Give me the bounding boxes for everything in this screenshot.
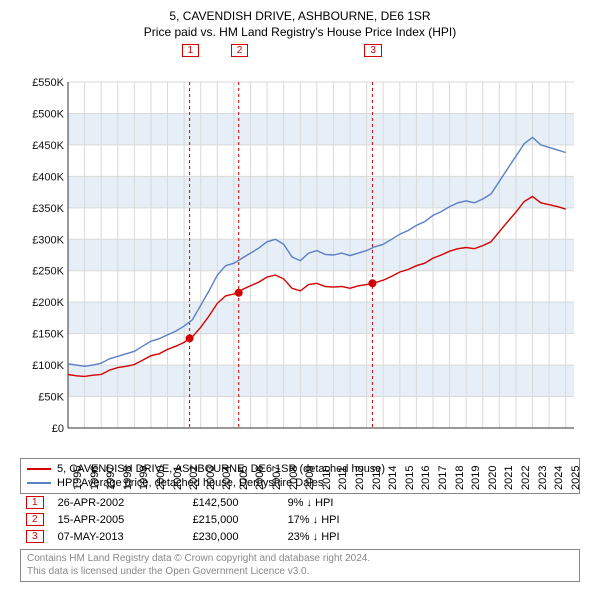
sale-price: £230,000 xyxy=(193,531,288,543)
svg-text:£200K: £200K xyxy=(32,298,64,310)
svg-text:£350K: £350K xyxy=(32,203,64,215)
svg-text:£500K: £500K xyxy=(32,109,64,121)
sale-badge: 2 xyxy=(26,513,44,526)
title-line2: Price paid vs. HM Land Registry's House … xyxy=(10,24,590,40)
svg-text:£0: £0 xyxy=(52,423,64,435)
sale-marker-3: 3 xyxy=(364,44,382,57)
sale-row: 2 15-APR-2005 £215,000 17% ↓ HPI xyxy=(20,511,580,528)
footer-line2: This data is licensed under the Open Gov… xyxy=(27,566,573,579)
svg-text:£250K: £250K xyxy=(32,266,64,278)
sales-table: 1 26-APR-2002 £142,500 9% ↓ HPI 2 15-APR… xyxy=(10,494,590,545)
chart-title: 5, CAVENDISH DRIVE, ASHBOURNE, DE6 1SR P… xyxy=(10,8,590,40)
svg-text:£400K: £400K xyxy=(32,172,64,184)
sale-date: 15-APR-2005 xyxy=(58,514,193,526)
sale-delta: 23% ↓ HPI xyxy=(288,531,340,543)
svg-text:£100K: £100K xyxy=(32,360,64,372)
sale-marker-2: 2 xyxy=(231,44,249,57)
sale-row: 1 26-APR-2002 £142,500 9% ↓ HPI xyxy=(20,494,580,511)
svg-text:£150K: £150K xyxy=(32,329,64,341)
footer-note: Contains HM Land Registry data © Crown c… xyxy=(20,549,580,582)
sale-delta: 9% ↓ HPI xyxy=(288,497,334,509)
title-line1: 5, CAVENDISH DRIVE, ASHBOURNE, DE6 1SR xyxy=(10,8,590,24)
sale-delta: 17% ↓ HPI xyxy=(288,514,340,526)
line-chart: £0 £50K £100K £150K £200K £250K £300K £350K £400… xyxy=(20,44,580,454)
svg-text:£450K: £450K xyxy=(32,140,64,152)
sale-marker-1: 1 xyxy=(182,44,200,57)
svg-text:£550K: £550K xyxy=(32,77,64,89)
sale-price: £215,000 xyxy=(193,514,288,526)
sale-row: 3 07-MAY-2013 £230,000 23% ↓ HPI xyxy=(20,528,580,545)
sale-date: 26-APR-2002 xyxy=(58,497,193,509)
svg-text:£300K: £300K xyxy=(32,235,64,247)
sale-price: £142,500 xyxy=(193,497,288,509)
sale-badge: 3 xyxy=(26,530,44,543)
sale-badge: 1 xyxy=(26,496,44,509)
footer-line1: Contains HM Land Registry data © Crown c… xyxy=(27,553,573,566)
sale-date: 07-MAY-2013 xyxy=(58,531,193,543)
svg-text:£50K: £50K xyxy=(38,392,64,404)
